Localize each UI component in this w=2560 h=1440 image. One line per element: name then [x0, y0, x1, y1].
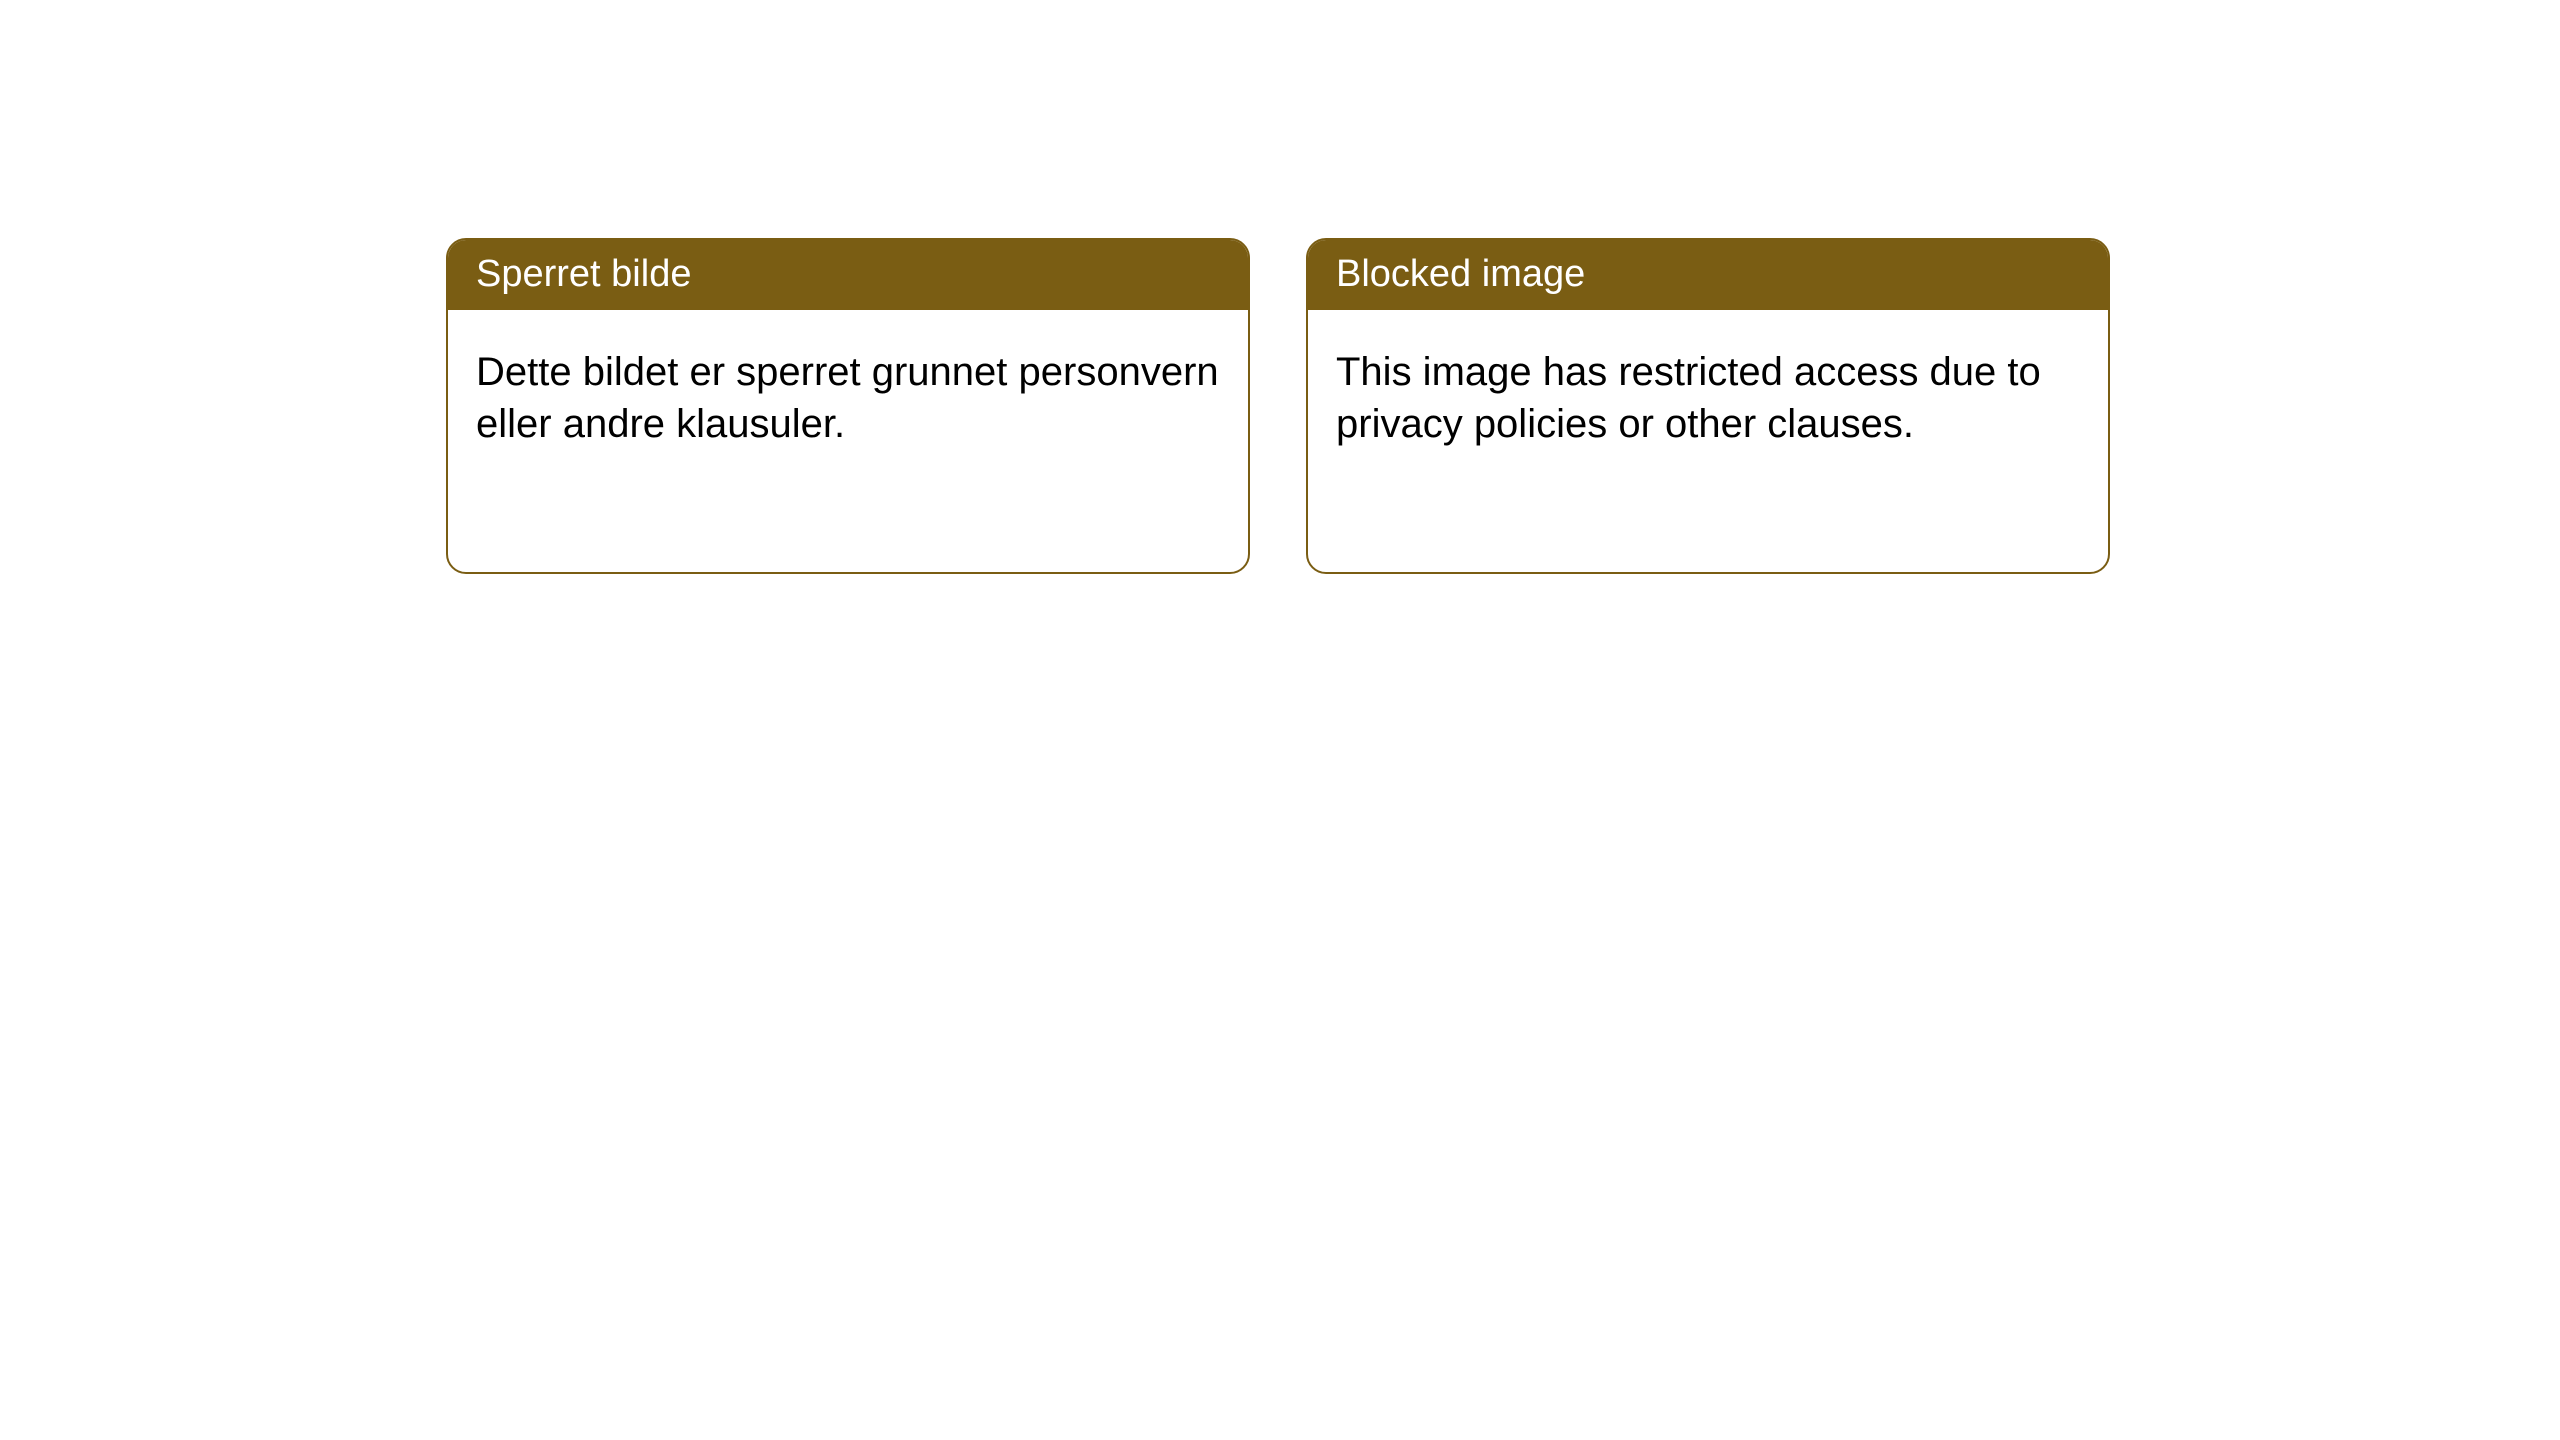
card-header: Sperret bilde	[448, 240, 1248, 310]
card-title: Blocked image	[1336, 253, 1585, 295]
card-title: Sperret bilde	[476, 253, 691, 295]
card-body: This image has restricted access due to …	[1308, 310, 2108, 486]
card-container: Sperret bilde Dette bildet er sperret gr…	[446, 238, 2110, 574]
notice-card-english: Blocked image This image has restricted …	[1306, 238, 2110, 574]
card-message: Dette bildet er sperret grunnet personve…	[476, 350, 1219, 446]
card-header: Blocked image	[1308, 240, 2108, 310]
notice-card-norwegian: Sperret bilde Dette bildet er sperret gr…	[446, 238, 1250, 574]
card-message: This image has restricted access due to …	[1336, 350, 2041, 446]
card-body: Dette bildet er sperret grunnet personve…	[448, 310, 1248, 486]
